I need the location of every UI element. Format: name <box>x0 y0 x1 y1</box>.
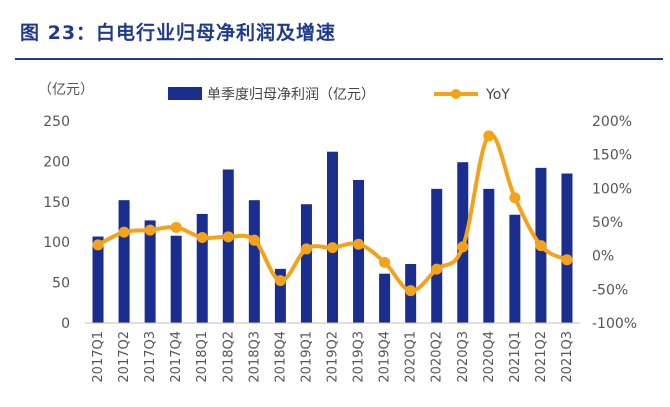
yoy-point-2019Q4 <box>379 256 391 268</box>
yoy-point-2019Q3 <box>353 238 365 250</box>
left-tick-label: 200 <box>43 154 70 170</box>
right-tick-label: 50% <box>592 215 623 231</box>
legend: 单季度归母净利润（亿元） YoY <box>168 86 510 103</box>
yoy-point-2017Q3 <box>144 224 156 236</box>
bar-2018Q2 <box>222 169 234 323</box>
figure-title: 图 23：白电行业归母净利润及增速 <box>20 22 337 44</box>
legend-bar-swatch <box>168 87 202 100</box>
bar-2021Q3 <box>561 173 573 323</box>
bar-2017Q1 <box>92 236 104 323</box>
left-tick-label: 250 <box>43 114 70 130</box>
yoy-point-2020Q4 <box>483 130 495 142</box>
category-label: 2018Q2 <box>221 331 236 383</box>
right-tick-label: 200% <box>592 114 632 130</box>
yoy-point-2018Q4 <box>274 275 286 287</box>
yoy-point-2020Q2 <box>431 263 443 275</box>
legend-line-marker <box>451 89 461 99</box>
yoy-point-2020Q3 <box>457 241 469 253</box>
category-label: 2017Q1 <box>91 331 106 383</box>
axes: 0 50 100 150 200 250 -100% -50% 0% 50% 100% 150% 200… <box>43 114 637 383</box>
title-divider <box>15 58 663 60</box>
bar-series <box>92 151 573 323</box>
yoy-point-2017Q1 <box>92 239 104 251</box>
yoy-point-2017Q4 <box>170 221 182 233</box>
bar-2019Q2 <box>327 151 338 323</box>
category-label: 2020Q2 <box>430 331 445 383</box>
bar-2020Q2 <box>431 188 443 323</box>
yoy-point-2019Q2 <box>327 242 338 254</box>
category-label: 2017Q4 <box>169 331 184 383</box>
category-label: 2018Q1 <box>195 331 210 383</box>
unit-label: （亿元） <box>38 82 94 98</box>
right-tick-label: 150% <box>592 148 632 164</box>
category-label: 2021Q1 <box>508 331 523 383</box>
yoy-point-2018Q2 <box>222 231 234 243</box>
right-tick-label: -100% <box>592 316 637 332</box>
left-tick-label: 100 <box>43 235 70 251</box>
bar-2021Q1 <box>509 214 521 323</box>
category-label: 2020Q3 <box>456 331 471 383</box>
bar-2017Q2 <box>118 200 130 323</box>
category-label: 2018Q4 <box>273 331 288 383</box>
bar-2020Q4 <box>483 188 495 323</box>
right-tick-label: 0% <box>592 249 614 265</box>
category-label: 2018Q3 <box>247 331 262 383</box>
yoy-point-2017Q2 <box>118 226 130 238</box>
category-label: 2019Q3 <box>352 331 367 383</box>
category-label: 2021Q2 <box>534 331 549 383</box>
bar-2018Q1 <box>196 213 208 323</box>
category-label: 2019Q1 <box>299 331 314 383</box>
category-label: 2021Q3 <box>560 331 575 383</box>
bar-2018Q3 <box>248 200 260 323</box>
category-label: 2017Q3 <box>143 331 158 383</box>
yoy-point-2020Q1 <box>405 285 417 297</box>
category-label: 2017Q2 <box>117 331 132 383</box>
category-label: 2019Q2 <box>326 331 341 383</box>
yoy-point-2018Q1 <box>196 231 208 243</box>
yoy-point-2019Q1 <box>300 243 312 255</box>
bar-2019Q3 <box>353 179 365 323</box>
left-tick-label: 0 <box>61 316 70 332</box>
right-tick-label: 100% <box>592 181 632 197</box>
yoy-point-2021Q2 <box>535 240 547 252</box>
line-series <box>92 130 573 297</box>
yoy-point-2021Q3 <box>561 254 573 266</box>
bar-2019Q1 <box>300 204 312 323</box>
category-label: 2020Q4 <box>482 331 497 383</box>
bar-2017Q3 <box>144 220 156 323</box>
category-label: 2019Q4 <box>378 331 393 383</box>
yoy-point-2021Q1 <box>509 192 521 204</box>
category-label: 2020Q1 <box>404 331 419 383</box>
yoy-point-2018Q3 <box>248 234 260 246</box>
left-tick-label: 150 <box>43 195 70 211</box>
bar-2019Q4 <box>379 273 391 323</box>
legend-bar-label: 单季度归母净利润（亿元） <box>207 86 375 103</box>
bar-2017Q4 <box>170 235 182 323</box>
bar-2018Q4 <box>274 268 286 323</box>
right-tick-label: -50% <box>592 282 628 298</box>
legend-line-label: YoY <box>485 87 510 103</box>
left-tick-label: 50 <box>52 276 70 292</box>
